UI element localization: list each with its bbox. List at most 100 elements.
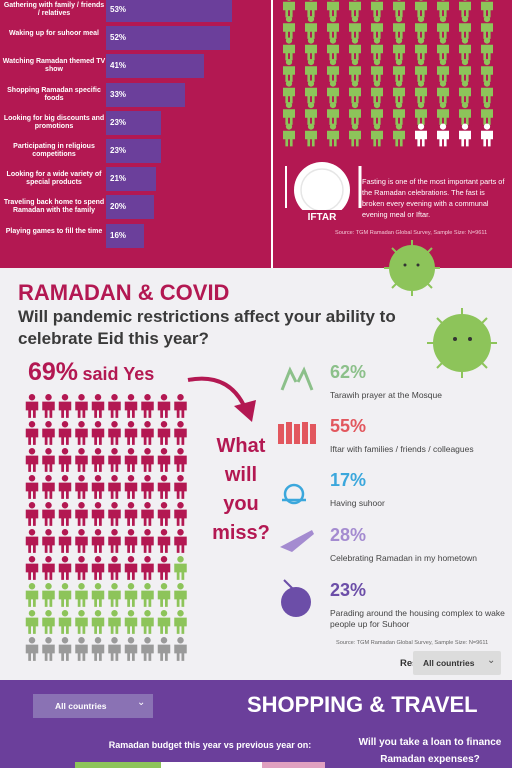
- bar-label: Participating in religious competitions: [13, 143, 95, 158]
- source: Source: TGM Ramadan Global Survey, Sampl…: [336, 640, 489, 646]
- person-icon: [25, 556, 39, 580]
- head: [177, 394, 184, 401]
- head: [78, 394, 85, 401]
- body: [42, 428, 55, 445]
- person-icon: [349, 37, 361, 61]
- person-icon: [459, 0, 471, 18]
- person-icon: [25, 421, 39, 445]
- head: [61, 529, 69, 536]
- divider: [271, 0, 273, 268]
- head: [160, 556, 168, 563]
- country-dropdown[interactable]: All countries ⌄: [413, 651, 501, 675]
- person-icon: [42, 556, 55, 580]
- head: [351, 101, 359, 109]
- head: [285, 123, 293, 130]
- person-icon: [393, 101, 405, 125]
- body: [124, 401, 138, 418]
- head: [61, 556, 69, 563]
- head: [61, 394, 69, 401]
- bar: [106, 167, 156, 192]
- head: [463, 0, 467, 1]
- body: [481, 1, 493, 18]
- head: [419, 0, 423, 1]
- body: [174, 509, 187, 526]
- body: [108, 509, 121, 526]
- person-icon: [157, 421, 171, 445]
- body: [108, 482, 121, 499]
- person-icon: [371, 58, 383, 82]
- body: [58, 455, 72, 472]
- head: [417, 15, 425, 23]
- head: [329, 37, 337, 44]
- head: [373, 123, 381, 130]
- person-icon: [91, 421, 105, 445]
- person-icon: [91, 448, 105, 472]
- head: [441, 0, 445, 1]
- head: [309, 0, 313, 1]
- head: [485, 0, 489, 1]
- body: [437, 23, 449, 39]
- body: [25, 590, 39, 607]
- head: [395, 58, 403, 66]
- head: [307, 80, 315, 87]
- person-icon: [141, 448, 154, 472]
- person-icon: [481, 58, 493, 82]
- head: [483, 58, 491, 66]
- head: [329, 58, 337, 66]
- head: [45, 475, 52, 482]
- person-icon: [108, 610, 121, 634]
- body: [481, 87, 493, 104]
- body: [437, 44, 449, 61]
- person-icon: [481, 15, 493, 39]
- body: [75, 482, 88, 499]
- body: [91, 617, 105, 634]
- person-icon: [371, 0, 383, 18]
- person-icon: [459, 101, 471, 125]
- person-icon: [393, 123, 405, 147]
- body: [459, 87, 471, 104]
- section-title: RAMADAN & COVID: [18, 280, 230, 305]
- person-icon: [25, 637, 39, 661]
- head: [111, 556, 118, 563]
- person-icon: [174, 448, 187, 472]
- budget-question: Ramadan budget this year vs previous yea…: [108, 740, 312, 750]
- miss-label: Having suhoor: [330, 498, 385, 508]
- body: [91, 563, 105, 580]
- people-grid: [283, 0, 493, 147]
- head: [78, 502, 85, 509]
- person-icon: [174, 475, 187, 499]
- person-icon: [91, 556, 105, 580]
- body: [58, 644, 72, 661]
- person-icon: [283, 0, 295, 18]
- body: [305, 109, 317, 125]
- person-icon: [42, 448, 55, 472]
- head: [351, 15, 359, 23]
- head: [28, 556, 36, 563]
- person-icon: [124, 502, 138, 526]
- person-icon: [75, 475, 88, 499]
- head: [78, 475, 85, 482]
- question: Will pandemic restrictions affect your a…: [18, 307, 396, 348]
- body: [393, 87, 405, 104]
- body: [174, 455, 187, 472]
- head: [483, 101, 491, 109]
- body: [157, 428, 171, 445]
- country-dropdown[interactable]: All countries ⌄: [33, 694, 153, 718]
- bar-label: Waking up for suhoor meal: [9, 30, 99, 38]
- body: [327, 109, 339, 125]
- head: [111, 610, 118, 617]
- body: [91, 428, 105, 445]
- person-icon: [25, 394, 39, 418]
- person-icon: [174, 610, 187, 634]
- head: [177, 502, 184, 509]
- person-icon: [91, 529, 105, 553]
- head: [177, 556, 184, 563]
- person-icon: [349, 15, 361, 39]
- head: [28, 394, 36, 401]
- bar-label: Looking for a wide variety of special pr…: [6, 171, 102, 187]
- body: [283, 23, 295, 39]
- person-icon: [459, 80, 471, 104]
- person-icon: [124, 610, 138, 634]
- body: [415, 66, 427, 82]
- head: [111, 637, 118, 644]
